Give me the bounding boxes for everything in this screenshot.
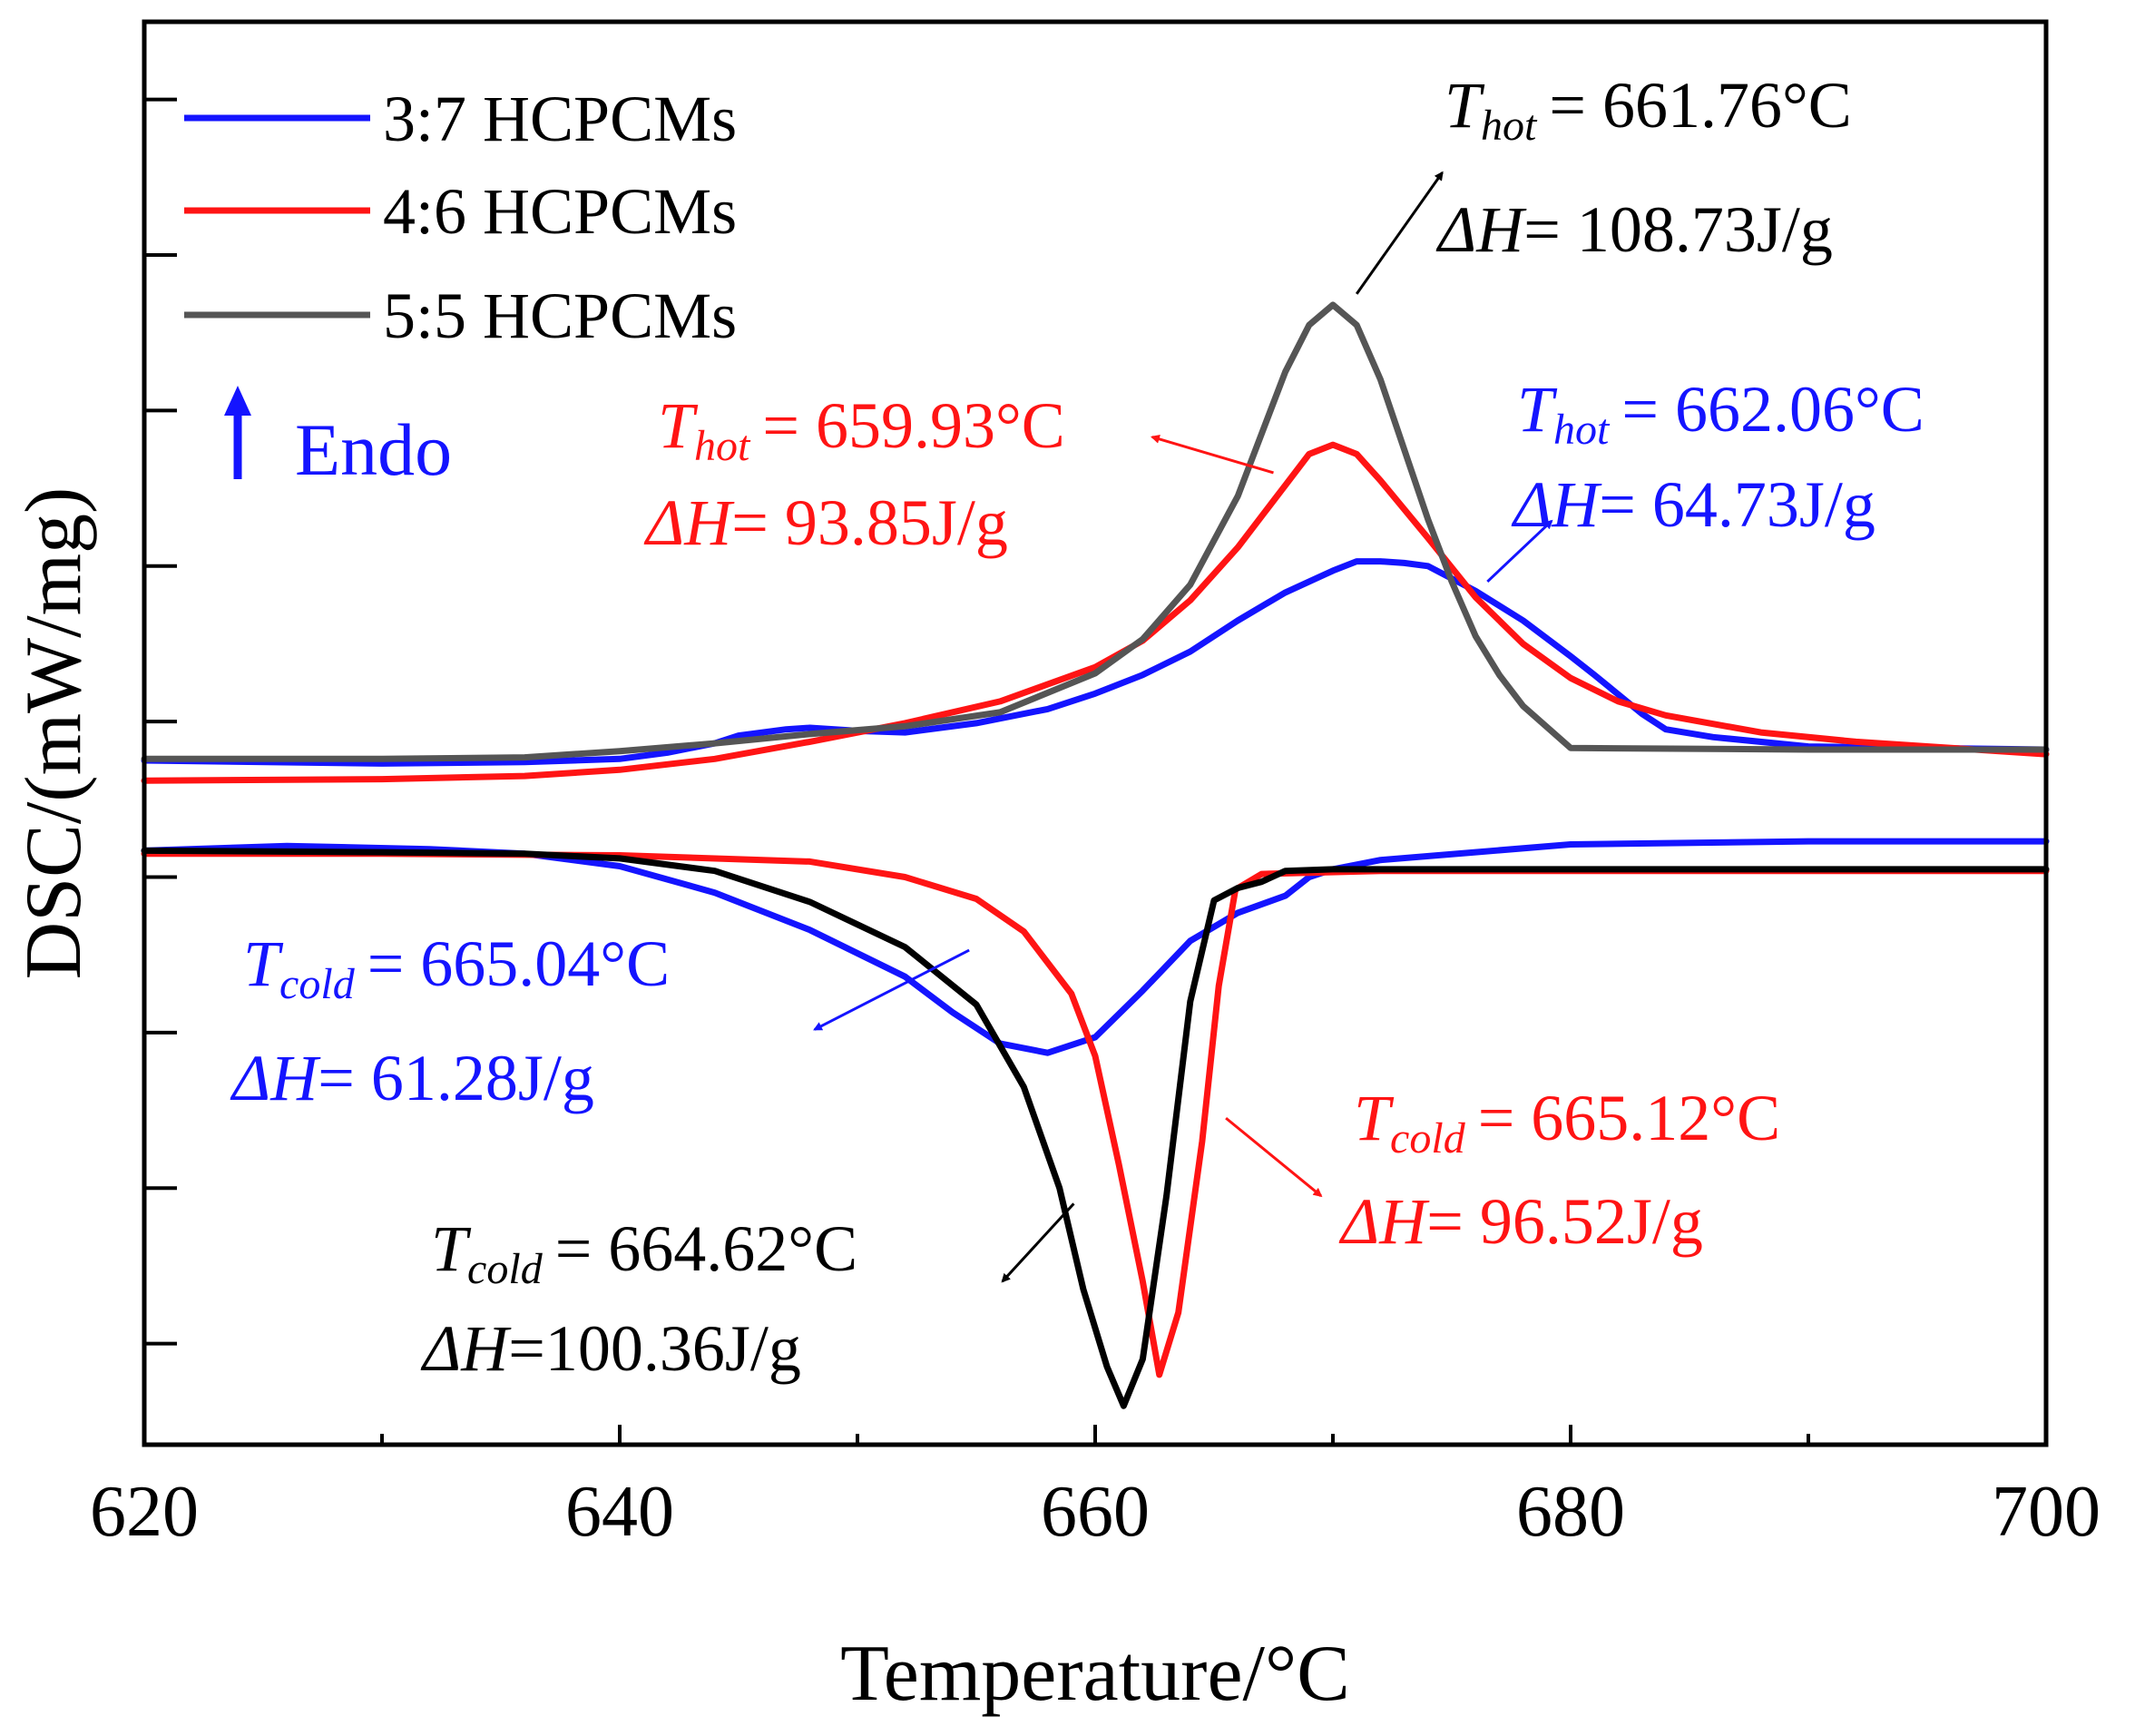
ann-46-heating-arrow [1150, 435, 1274, 475]
t-value: = 665.04°C [367, 927, 670, 1000]
series-line-3-7-cooling [141, 838, 2050, 1056]
endo-indicator: Endo [224, 386, 452, 491]
t-hot-label-37: Thot = 662.06°C [1517, 373, 1924, 454]
dh-label-55: ΔH= 108.73J/g [1435, 193, 1833, 266]
t-symbol: T [431, 1212, 472, 1285]
dh-value: = 96.52J/g [1426, 1185, 1703, 1258]
series-line-5-5-heating [141, 301, 2050, 762]
legend-label-46: 4:6 HCPCMs [383, 175, 737, 248]
dh-value: = 93.85J/g [731, 486, 1008, 559]
dh-label-37-cold: ΔH= 61.28J/g [230, 1042, 594, 1114]
t-value: = 664.62°C [555, 1212, 857, 1285]
annotation-55-heating: Thot = 661.76°C ΔH= 108.73J/g [1435, 69, 1852, 266]
t-cold-label-37: Tcold = 665.04°C [243, 927, 670, 1008]
dh-label-37: ΔH= 64.73J/g [1511, 468, 1875, 541]
legend-label-37: 3:7 HCPCMs [383, 83, 737, 155]
legend: 3:7 HCPCMs 4:6 HCPCMs 5:5 HCPCMs [184, 83, 737, 352]
t-hot-label-55: Thot = 661.76°C [1445, 69, 1852, 150]
dh-symbol: ΔH [230, 1042, 321, 1114]
t-cold-label-55: Tcold = 664.62°C [431, 1212, 857, 1293]
ann-55-heating-arrow [1355, 171, 1444, 295]
t-symbol: T [1445, 69, 1485, 142]
x-tick-label: 640 [565, 1472, 674, 1552]
t-value: = 665.12°C [1478, 1082, 1780, 1154]
annotation-55-cooling: Tcold = 664.62°C ΔH=100.36J/g [420, 1212, 857, 1385]
t-symbol: T [1354, 1082, 1395, 1154]
x-tick-label: 700 [1992, 1472, 2101, 1552]
t-subscript: hot [694, 422, 751, 470]
t-subscript: cold [1390, 1114, 1466, 1162]
t-value: = 659.93°C [762, 389, 1064, 462]
dh-symbol: ΔH [643, 486, 735, 559]
endo-arrowhead-icon [224, 386, 251, 416]
ann-37-cooling-arrow [813, 948, 970, 1031]
t-hot-label-46: Thot = 659.93°C [658, 389, 1065, 470]
ann-46-cooling-arrow [1225, 1116, 1323, 1198]
annotation-46-heating: Thot = 659.93°C ΔH= 93.85J/g [643, 389, 1065, 559]
series-line-4-6-heating [141, 441, 2050, 784]
x-tick-label: 620 [90, 1472, 199, 1552]
ann-37-heating-arrow [1486, 519, 1553, 584]
series-line-5-5-cooling [141, 847, 2050, 1409]
dh-value: =100.36J/g [508, 1312, 801, 1385]
dh-value: = 61.28J/g [318, 1042, 594, 1114]
t-symbol: T [243, 927, 284, 1000]
t-symbol: T [658, 389, 699, 462]
dh-value: = 108.73J/g [1523, 193, 1833, 266]
t-cold-label-46: Tcold = 665.12°C [1354, 1082, 1780, 1162]
dh-label-55-cold: ΔH=100.36J/g [420, 1312, 801, 1385]
x-axis-title: Temperature/°C [840, 1630, 1350, 1718]
dh-symbol: ΔH [1338, 1185, 1430, 1258]
t-value: = 662.06°C [1621, 373, 1924, 446]
series-layer [141, 301, 2050, 1409]
t-value: = 661.76°C [1549, 69, 1851, 142]
axis-ticks [142, 97, 2048, 1445]
dh-value: = 64.73J/g [1599, 468, 1875, 541]
annotation-arrows [813, 171, 1553, 1283]
x-tick-label: 680 [1516, 1472, 1625, 1552]
dh-label-46: ΔH= 93.85J/g [643, 486, 1008, 559]
dh-symbol: ΔH [420, 1312, 512, 1385]
axis-tick-labels: 620 640 660 680 700 [90, 1472, 2101, 1552]
dh-symbol: ΔH [1511, 468, 1602, 541]
y-axis-title: DSC/(mW/mg) [10, 487, 98, 980]
annotation-46-cooling: Tcold = 665.12°C ΔH= 96.52J/g [1338, 1082, 1780, 1258]
endo-label: Endo [295, 408, 452, 491]
t-subscript: cold [467, 1245, 544, 1293]
t-symbol: T [1517, 373, 1558, 446]
x-tick-label: 660 [1041, 1472, 1150, 1552]
legend-label-55: 5:5 HCPCMs [383, 280, 737, 352]
t-subscript: hot [1481, 102, 1538, 150]
annotation-37-cooling: Tcold = 665.04°C ΔH= 61.28J/g [230, 927, 670, 1114]
t-subscript: cold [279, 960, 356, 1008]
ann-55-cooling-arrow [1001, 1202, 1075, 1283]
dh-symbol: ΔH [1435, 193, 1527, 266]
t-subscript: hot [1553, 406, 1611, 454]
annotation-37-heating: Thot = 662.06°C ΔH= 64.73J/g [1511, 373, 1924, 541]
dh-label-46-cold: ΔH= 96.52J/g [1338, 1185, 1703, 1258]
